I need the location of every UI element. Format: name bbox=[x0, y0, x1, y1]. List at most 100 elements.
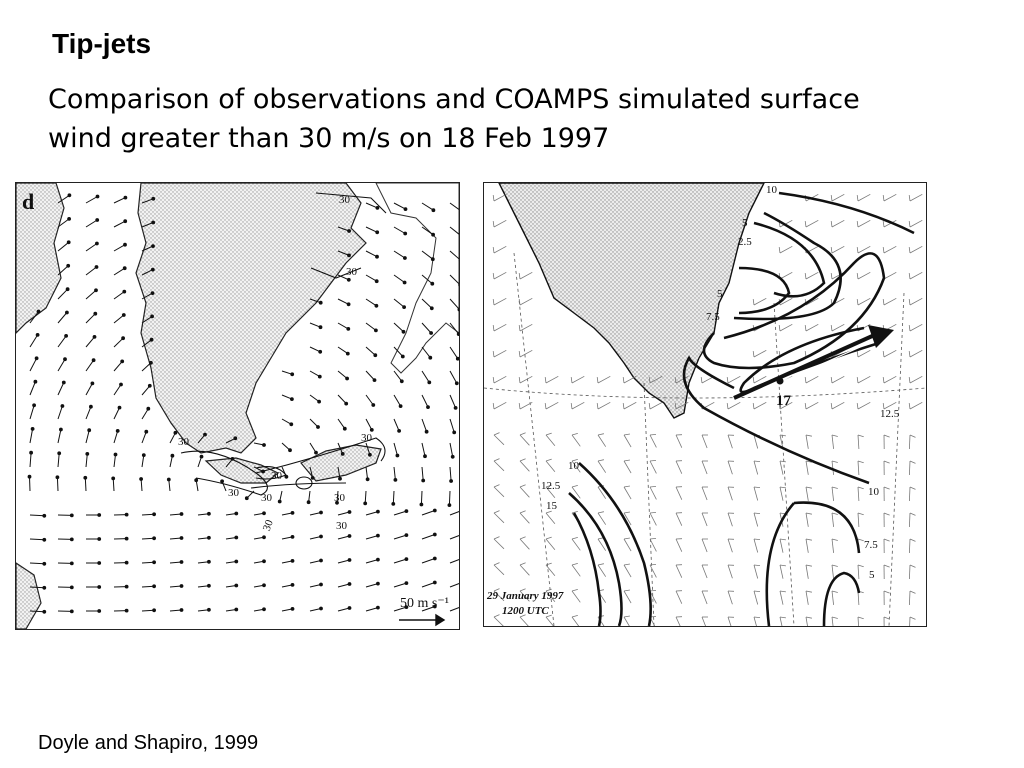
wind-barb bbox=[779, 538, 784, 553]
wind-vector bbox=[421, 418, 428, 432]
wind-vector bbox=[57, 218, 70, 228]
wind-vector-head bbox=[347, 229, 352, 233]
wind-vector-head bbox=[94, 288, 98, 293]
wind-vector bbox=[141, 561, 155, 564]
wind-vector-head bbox=[33, 379, 38, 384]
wind-vector bbox=[85, 196, 98, 204]
slide-subtitle: Comparison of observations and COAMPS si… bbox=[48, 84, 860, 154]
wind-vector bbox=[141, 455, 145, 468]
wind-barb bbox=[909, 297, 923, 306]
wind-vector-head bbox=[346, 277, 351, 282]
wind-vector-head bbox=[97, 513, 102, 517]
wind-vector-head bbox=[179, 512, 184, 516]
wind-barb bbox=[493, 486, 505, 498]
wind-barb-flag bbox=[623, 615, 630, 618]
wind-vector-head bbox=[121, 336, 125, 341]
wind-barb bbox=[857, 564, 860, 580]
coamps-simulation-map: 10 5 2.5 5 7.5 17 12.5 10 12.5 15 10 7.5… bbox=[484, 183, 926, 626]
wind-vector-head bbox=[345, 376, 350, 381]
wind-vector-head bbox=[290, 535, 295, 539]
wind-barb-flag bbox=[805, 460, 812, 463]
isotach-label: 12.5 bbox=[541, 480, 561, 492]
wind-vector bbox=[141, 585, 155, 588]
wind-vector bbox=[112, 478, 115, 492]
wind-vector bbox=[169, 561, 182, 564]
wind-barb bbox=[519, 564, 530, 576]
wind-vector bbox=[393, 370, 403, 382]
wind-barb-flag bbox=[805, 564, 812, 567]
wind-barb-flag bbox=[908, 273, 911, 280]
wind-vector-head bbox=[151, 196, 156, 201]
wind-vector bbox=[393, 534, 407, 540]
wind-vector bbox=[84, 477, 87, 492]
wind-barb bbox=[519, 460, 530, 472]
wind-barb-flag bbox=[857, 486, 864, 490]
wind-vector bbox=[29, 405, 35, 420]
isotach-label: 10 bbox=[568, 460, 580, 472]
wind-vector-head bbox=[230, 457, 235, 461]
wind-barb-flag bbox=[518, 273, 521, 280]
wind-barb bbox=[701, 486, 708, 501]
wind-barb-flag bbox=[882, 403, 885, 410]
wind-barb-flag bbox=[857, 512, 864, 516]
wind-vector-head bbox=[290, 607, 295, 611]
wind-vector bbox=[29, 334, 39, 348]
wind-vector bbox=[85, 406, 92, 420]
wind-vector bbox=[449, 394, 457, 409]
wind-barb-flag bbox=[779, 590, 786, 593]
wind-barb bbox=[649, 460, 657, 474]
isotach-label: 5 bbox=[742, 217, 748, 229]
wind-barb bbox=[779, 271, 793, 280]
wind-vector bbox=[337, 559, 350, 564]
wind-vector bbox=[57, 194, 70, 204]
wind-vector bbox=[393, 346, 404, 357]
wind-vector bbox=[29, 586, 45, 589]
wind-vector bbox=[392, 490, 395, 504]
wind-vector-head bbox=[29, 450, 34, 455]
wind-vector bbox=[113, 407, 120, 420]
wind-vector bbox=[365, 511, 379, 516]
wind-barb bbox=[909, 616, 911, 626]
wind-barb bbox=[909, 538, 911, 554]
wind-vector-head bbox=[376, 581, 380, 586]
wind-vector-head bbox=[376, 605, 380, 610]
wind-vector bbox=[169, 609, 182, 612]
wind-barb-flag bbox=[545, 536, 552, 540]
wind-vector-head bbox=[65, 310, 69, 315]
wind-vector bbox=[393, 466, 396, 480]
wind-vector-head bbox=[64, 334, 68, 338]
wind-barb-flag bbox=[830, 221, 833, 228]
wind-barb-flag bbox=[908, 403, 911, 410]
wind-vector bbox=[141, 198, 154, 204]
wind-vector bbox=[113, 197, 126, 204]
wind-vector bbox=[141, 408, 149, 420]
wind-barb-flag bbox=[831, 538, 838, 541]
wind-barb-flag bbox=[883, 590, 890, 594]
wind-vector-head bbox=[374, 279, 379, 284]
wind-vector-head bbox=[432, 604, 437, 609]
wind-vector-head bbox=[452, 430, 457, 435]
wind-vector-head bbox=[66, 240, 71, 245]
wind-barb-flag bbox=[856, 247, 859, 254]
wind-barb bbox=[753, 401, 767, 410]
wind-barb-flag bbox=[623, 537, 630, 540]
wind-vector-head bbox=[290, 559, 295, 563]
wind-barb bbox=[779, 460, 784, 475]
wind-vector-head bbox=[66, 263, 71, 268]
wind-barb-flag bbox=[545, 484, 552, 488]
wind-vector bbox=[337, 226, 350, 232]
wind-barb bbox=[883, 219, 897, 228]
wind-vector-head bbox=[59, 427, 63, 432]
wind-barb bbox=[883, 297, 897, 306]
wind-barb bbox=[493, 375, 507, 384]
wind-vector-head bbox=[87, 428, 92, 433]
wind-vector-head bbox=[122, 266, 127, 271]
wind-vector-head bbox=[318, 300, 323, 305]
wind-barb bbox=[753, 349, 767, 358]
wind-vector bbox=[141, 222, 154, 228]
wind-vector-head bbox=[179, 536, 184, 540]
wind-barb-flag bbox=[804, 403, 807, 410]
wind-vector-head bbox=[398, 404, 403, 409]
wind-barb bbox=[909, 245, 923, 254]
wind-barb-flag bbox=[831, 616, 838, 619]
